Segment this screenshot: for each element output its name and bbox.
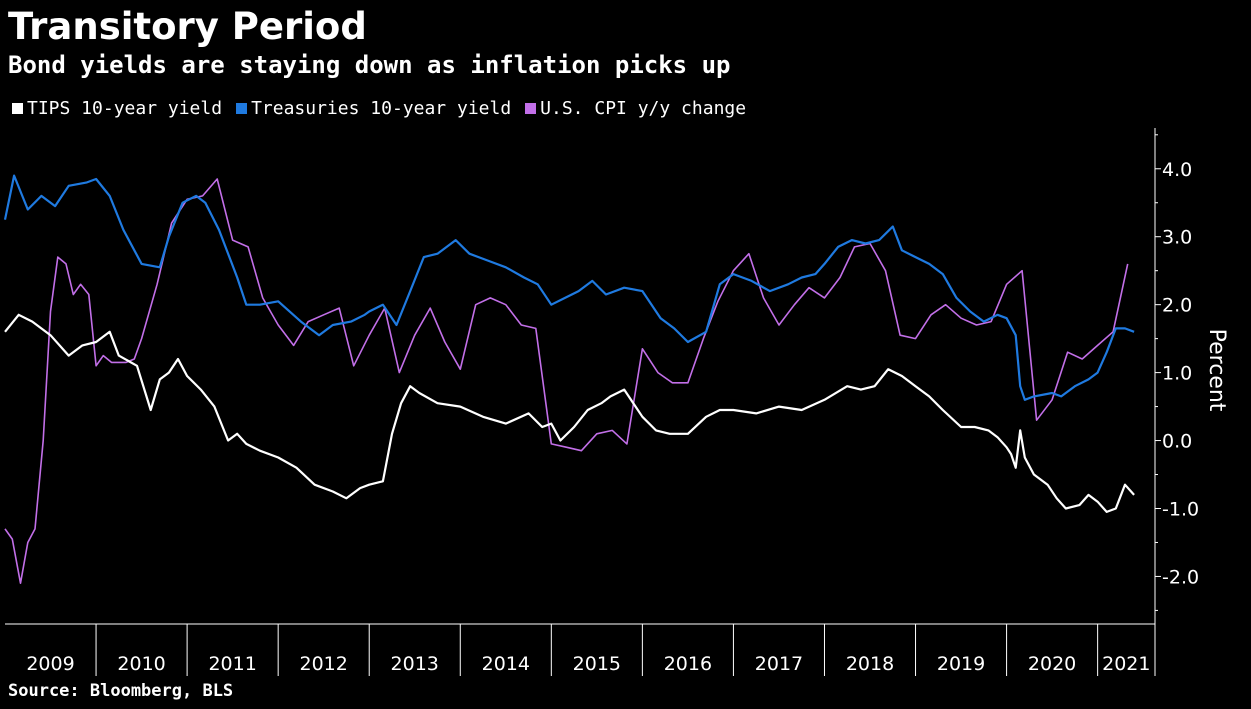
legend-swatch-cpi	[525, 102, 537, 114]
x-tick-label: 2012	[300, 653, 348, 675]
chart-title: Transitory Period	[8, 5, 367, 48]
treasuries-line	[3, 174, 1135, 401]
y-tick-label: -1.0	[1162, 498, 1199, 520]
y-tick-label: 3.0	[1162, 227, 1192, 249]
legend-label-treasuries: Treasuries 10-year yield	[251, 97, 512, 119]
source-note: Source: Bloomberg, BLS	[8, 681, 234, 701]
axes: 4.0 3.0 2.0 1.0 0.0 -1.0 -2.0 Percent 2009 2010 20…	[5, 128, 1229, 676]
legend-item-tips: TIPS 10-year yield	[12, 98, 222, 119]
x-tick-label: 2020	[1028, 653, 1076, 675]
y-tick-label: 4.0	[1162, 159, 1192, 181]
x-tick-label: 2010	[117, 653, 165, 675]
chart-subtitle: Bond yields are staying down as inflatio…	[8, 51, 731, 79]
x-tick-label: 2019	[937, 653, 985, 675]
x-tick-label: 2018	[846, 653, 894, 675]
series-lines	[3, 174, 1135, 584]
x-tick-label: 2011	[208, 653, 256, 675]
y-axis-title: Percent	[1204, 329, 1229, 412]
legend-swatch-treasuries	[236, 102, 248, 114]
x-tick-label: 2014	[482, 653, 530, 675]
legend: TIPS 10-year yield Treasuries 10-year yi…	[12, 95, 760, 121]
legend-item-cpi: U.S. CPI y/y change	[525, 98, 746, 119]
y-tick-label: 0.0	[1162, 431, 1192, 453]
x-tick-label: 2021	[1102, 653, 1150, 675]
x-tick-label: 2017	[755, 653, 803, 675]
legend-label-tips: TIPS 10-year yield	[27, 97, 223, 119]
tips-line	[4, 313, 1135, 513]
x-tick-label: 2016	[664, 653, 712, 675]
x-tick-label: 2015	[573, 653, 621, 675]
x-tick-label: 2013	[391, 653, 439, 675]
legend-item-treasuries: Treasuries 10-year yield	[236, 98, 511, 119]
x-tick-label: 2009	[26, 653, 74, 675]
y-tick-label: 2.0	[1162, 295, 1192, 317]
legend-swatch-tips	[12, 102, 23, 114]
y-tick-label: 1.0	[1162, 363, 1192, 385]
legend-label-cpi: U.S. CPI y/y change	[540, 97, 747, 119]
y-tick-label: -2.0	[1162, 566, 1199, 588]
cpi-line	[4, 178, 1129, 584]
